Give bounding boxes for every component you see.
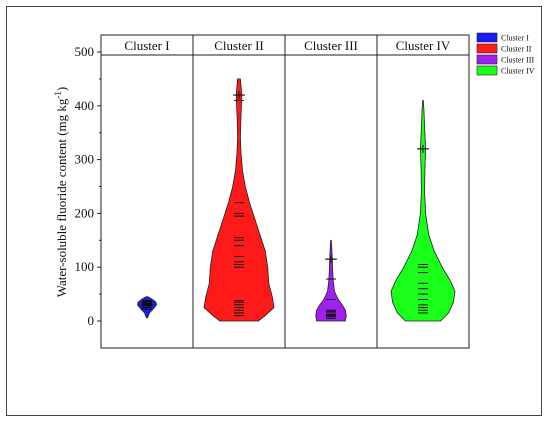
legend-label: Cluster I [501,34,529,43]
figure-frame [6,6,542,416]
legend-label: Cluster IV [501,67,535,76]
panel-label: Cluster III [304,38,358,53]
legend-label: Cluster II [501,45,532,54]
violin-shape [315,239,347,322]
y-tick-label: 500 [75,44,95,59]
panel-label: Cluster IV [396,38,451,53]
y-axis-title: Water-soluble fluoride content (mg kg-1) [53,87,69,298]
legend-swatch [476,65,498,76]
y-tick-label: 300 [75,152,95,167]
legend-swatch [476,32,498,43]
panel-label: Cluster I [124,38,169,53]
legend-label: Cluster III [501,56,534,65]
y-tick-label: 100 [75,259,95,274]
legend-swatch [476,43,498,54]
y-tick-label: 400 [75,98,95,113]
y-tick-label: 0 [88,313,95,328]
legend-swatch [476,54,498,65]
y-tick-label: 200 [75,205,95,220]
violin-shape [203,78,275,322]
panel-label: Cluster II [214,38,263,53]
violin-shape [390,100,456,322]
